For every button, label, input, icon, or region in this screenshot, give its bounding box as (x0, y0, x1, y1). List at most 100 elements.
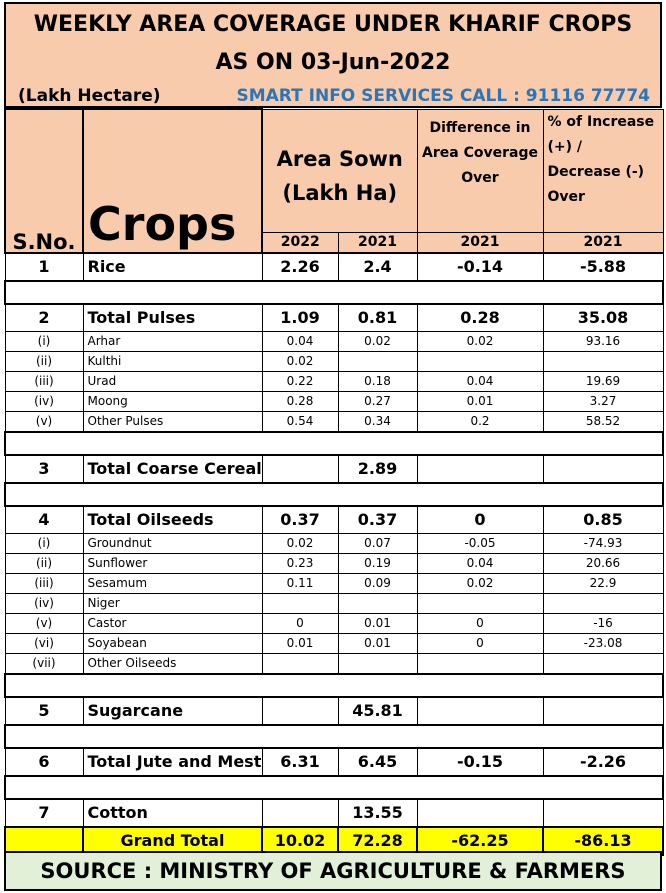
unit-label: (Lakh Hectare) (18, 86, 161, 106)
cell-pct: 3.27 (542, 390, 664, 412)
crop-sub-row: (iv) Moong 0.28 0.27 0.01 3.27 (4, 390, 664, 412)
cell-a2021: 0.02 (337, 330, 418, 352)
crop-group-row: 6 Total Jute and Mesta 6.31 6.45 -0.15 -2.26 (4, 746, 664, 776)
cell-sno: (iv) (4, 390, 84, 412)
cell-a2022: 0.01 (261, 632, 339, 654)
cell-a2021: 0.18 (337, 370, 418, 392)
grand-total-pct: -86.13 (542, 825, 664, 856)
crop-group-row: 7 Cotton 13.55 (4, 797, 664, 827)
cell-diff: 0 (416, 504, 544, 534)
cell-diff: -0.14 (416, 251, 544, 281)
cell-sno: (ii) (4, 552, 84, 574)
cell-pct: 93.16 (542, 330, 664, 352)
cell-sno: 1 (4, 251, 84, 281)
cell-pct: 58.52 (542, 410, 664, 432)
header-sno: S.No. (4, 108, 84, 254)
cell-name: Other Pulses (82, 410, 263, 432)
header-diff-year: 2021 (416, 231, 544, 253)
cell-a2022: 0.23 (261, 552, 339, 574)
cell-diff (416, 453, 544, 483)
grand-total-blank (4, 825, 84, 856)
spacer-row (4, 672, 664, 697)
crop-sub-row: (vi) Soyabean 0.01 0.01 0 -23.08 (4, 632, 664, 654)
cell-pct: -23.08 (542, 632, 664, 654)
cell-sno: (i) (4, 330, 84, 352)
cell-sno: (iii) (4, 572, 84, 594)
cell-a2021: 0.81 (337, 302, 418, 332)
grand-total-diff: -62.25 (416, 825, 544, 856)
crop-sub-row: (i) Groundnut 0.02 0.07 -0.05 -74.93 (4, 532, 664, 554)
spacer-row (4, 481, 664, 506)
cell-pct (542, 350, 664, 372)
cell-diff: 0.02 (416, 572, 544, 594)
spacer-row (4, 723, 664, 748)
cell-a2021: 2.89 (337, 453, 418, 483)
cell-sno: 3 (4, 453, 84, 483)
cell-a2021: 0.37 (337, 504, 418, 534)
header-crops: Crops (82, 108, 263, 254)
cell-diff: 0.02 (416, 330, 544, 352)
header-pct-year: 2021 (542, 231, 664, 253)
crop-group-row: 2 Total Pulses 1.09 0.81 0.28 35.08 (4, 302, 664, 332)
header-difference: Difference in Area Coverage Over (416, 108, 544, 233)
cell-pct: -2.26 (542, 746, 664, 776)
cell-diff: 0.04 (416, 370, 544, 392)
crop-sub-row: (vii) Other Oilseeds (4, 652, 664, 674)
cell-sno: 5 (4, 695, 84, 725)
cell-a2021: 0.19 (337, 552, 418, 574)
cell-a2022: 0.22 (261, 370, 339, 392)
cell-a2021: 13.55 (337, 797, 418, 827)
cell-diff: 0.28 (416, 302, 544, 332)
cell-pct: 20.66 (542, 552, 664, 574)
source-footer: SOURCE : MINISTRY OF AGRICULTURE & FARME… (4, 851, 662, 891)
report-title: WEEKLY AREA COVERAGE UNDER KHARIF CROPS (33, 12, 633, 37)
cell-pct (542, 797, 664, 827)
cell-name: Cotton (82, 797, 263, 827)
cell-a2022 (261, 453, 339, 483)
crop-group-row: 5 Sugarcane 45.81 (4, 695, 664, 725)
cell-name: Niger (82, 592, 263, 614)
crop-sub-row: (ii) Kulthi 0.02 (4, 350, 664, 372)
cell-name: Urad (82, 370, 263, 392)
cell-name: Kulthi (82, 350, 263, 372)
cell-diff: -0.15 (416, 746, 544, 776)
crop-sub-row: (iv) Niger (4, 592, 664, 614)
cell-a2021: 2.4 (337, 251, 418, 281)
cell-sno: (vii) (4, 652, 84, 674)
cell-a2021: 0.07 (337, 532, 418, 554)
cell-a2022: 2.26 (261, 251, 339, 281)
cell-name: Moong (82, 390, 263, 412)
cell-a2021 (337, 592, 418, 614)
cell-name: Groundnut (82, 532, 263, 554)
cell-a2021 (337, 350, 418, 372)
cell-diff (416, 797, 544, 827)
cell-pct (542, 695, 664, 725)
contact-info: SMART INFO SERVICES CALL : 91116 77774 (236, 86, 650, 106)
cell-diff: 0 (416, 612, 544, 634)
crop-sub-row: (iii) Sesamum 0.11 0.09 0.02 22.9 (4, 572, 664, 594)
cell-diff (416, 652, 544, 674)
cell-name: Castor (82, 612, 263, 634)
crop-sub-row: (v) Other Pulses 0.54 0.34 0.2 58.52 (4, 410, 664, 432)
cell-diff (416, 592, 544, 614)
report-header: WEEKLY AREA COVERAGE UNDER KHARIF CROPS … (4, 2, 662, 108)
cell-sno: (iv) (4, 592, 84, 614)
spacer-row (4, 279, 664, 304)
cell-a2021: 45.81 (337, 695, 418, 725)
cell-name: Rice (82, 251, 263, 281)
cell-diff: 0.01 (416, 390, 544, 412)
cell-a2022: 0.37 (261, 504, 339, 534)
cell-sno: 7 (4, 797, 84, 827)
cell-a2022 (261, 695, 339, 725)
crop-sub-row: (i) Arhar 0.04 0.02 0.02 93.16 (4, 330, 664, 352)
crop-sub-row: (v) Castor 0 0.01 0 -16 (4, 612, 664, 634)
crop-group-row: 4 Total Oilseeds 0.37 0.37 0 0.85 (4, 504, 664, 534)
cell-name: Other Oilseeds (82, 652, 263, 674)
cell-pct (542, 592, 664, 614)
cell-a2021: 0.27 (337, 390, 418, 412)
cell-a2021: 0.01 (337, 612, 418, 634)
cell-a2022: 0.54 (261, 410, 339, 432)
cell-sno: 6 (4, 746, 84, 776)
spacer-row (4, 774, 664, 799)
